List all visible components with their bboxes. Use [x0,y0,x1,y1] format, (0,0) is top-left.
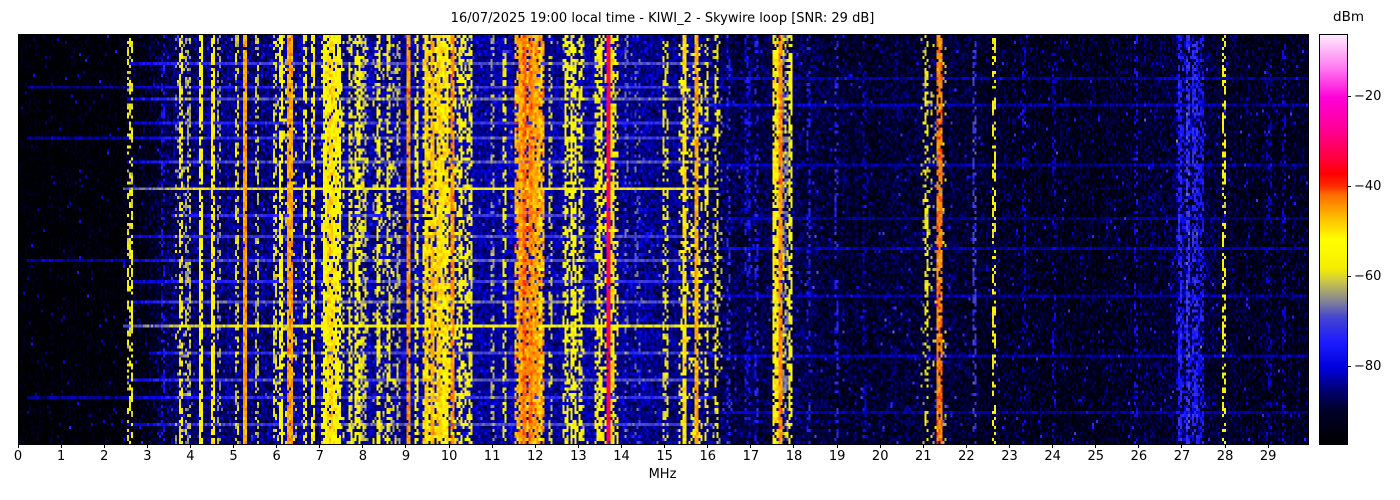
x-tick-mark [534,444,536,448]
x-tick-label: 14 [613,449,630,464]
x-tick-label: 4 [186,449,195,464]
x-tick-label: 23 [1001,449,1018,464]
x-tick-mark [577,444,579,448]
x-tick-mark [1224,444,1226,448]
x-tick-label: 1 [56,449,66,464]
x-tick-mark [233,444,235,448]
x-tick-label: 6 [272,449,281,464]
spectrogram-plot [18,34,1309,445]
x-tick-mark [189,444,191,448]
x-tick-mark [879,444,881,448]
x-tick-label: 10 [440,449,458,464]
x-tick-mark [621,444,623,448]
x-tick-label: 24 [1044,449,1061,464]
colorbar-tick-mark [1347,96,1351,98]
x-tick-mark [60,444,62,448]
x-tick-label: 25 [1087,449,1105,464]
colorbar-tick-mark [1347,366,1351,368]
x-tick-mark [1181,444,1183,448]
x-tick-mark [103,444,105,448]
x-tick-label: 15 [656,449,673,464]
x-tick-mark [1052,444,1054,448]
x-tick-label: 3 [143,449,152,464]
x-tick-mark [1267,444,1269,448]
x-tick-label: 21 [915,449,932,464]
x-tick-mark [965,444,967,448]
x-tick-mark [1009,444,1011,448]
x-tick-label: 0 [13,449,23,464]
x-tick-mark [405,444,407,448]
x-tick-label: 22 [958,449,975,464]
x-tick-mark [750,444,752,448]
spectrogram-canvas [19,35,1308,444]
x-tick-mark [491,444,493,448]
x-tick-label: 28 [1216,449,1234,464]
x-tick-mark [836,444,838,448]
x-tick-label: 29 [1259,449,1277,464]
x-tick-label: 17 [742,449,760,464]
x-tick-mark [793,444,795,448]
x-tick-mark [319,444,321,448]
x-tick-label: 2 [100,449,109,464]
colorbar [1319,34,1348,445]
x-tick-mark [276,444,278,448]
x-tick-label: 16 [699,449,717,464]
colorbar-tick-mark [1347,276,1351,278]
x-tick-label: 12 [527,449,544,464]
colorbar-tick-label: −60 [1354,268,1382,284]
x-tick-label: 19 [828,449,846,464]
x-tick-mark [1138,444,1140,448]
x-tick-mark [17,444,19,448]
colorbar-tick-label: −80 [1354,358,1382,374]
x-tick-mark [922,444,924,448]
x-tick-label: 7 [315,449,324,464]
x-tick-mark [146,444,148,448]
x-tick-label: 18 [785,449,803,464]
x-tick-label: 13 [570,449,587,464]
x-axis-label: MHz [648,467,677,482]
chart-title: 16/07/2025 19:00 local time - KIWI_2 - S… [450,11,875,26]
colorbar-tick-label: −20 [1354,88,1382,104]
colorbar-tick-label: −40 [1354,178,1382,194]
x-tick-label: 27 [1173,449,1191,464]
x-tick-label: 20 [871,449,889,464]
x-tick-label: 11 [483,449,501,464]
x-tick-mark [664,444,666,448]
x-tick-label: 26 [1130,449,1148,464]
x-tick-mark [707,444,709,448]
x-tick-label: 5 [229,449,238,464]
colorbar-tick-mark [1347,186,1351,188]
x-tick-mark [362,444,364,448]
x-tick-label: 8 [358,449,368,464]
colorbar-title: dBm [1333,9,1364,25]
x-tick-label: 9 [401,449,411,464]
x-tick-mark [448,444,450,448]
x-tick-mark [1095,444,1097,448]
